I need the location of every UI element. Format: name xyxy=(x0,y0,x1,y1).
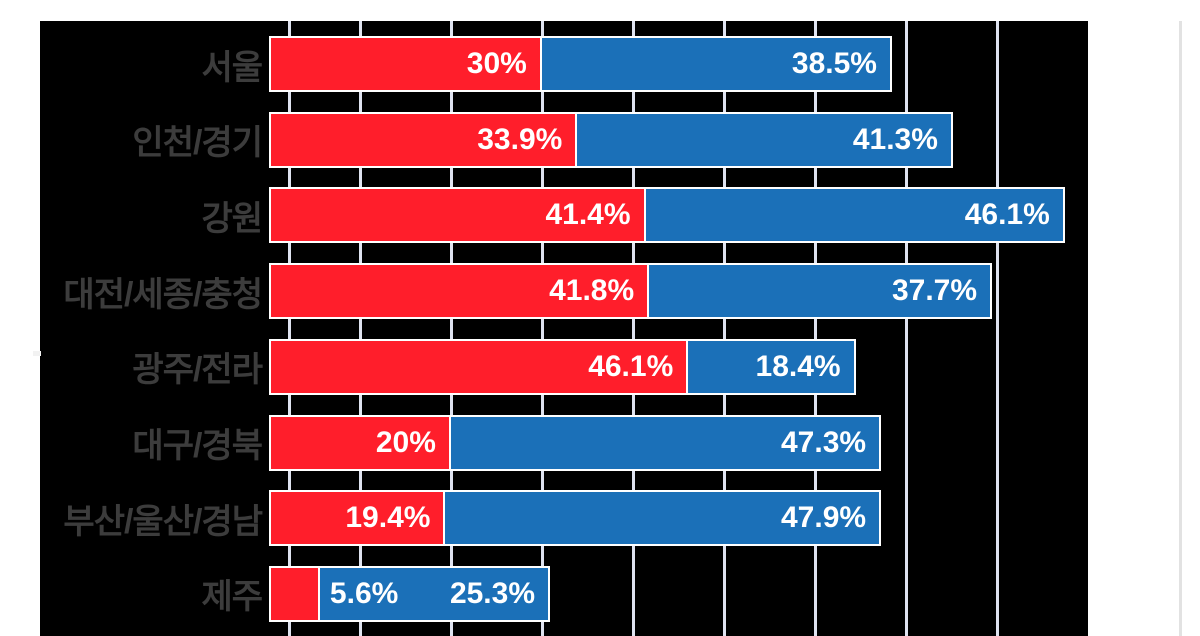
gridline xyxy=(540,21,544,636)
red-bar-segment: 41.8% xyxy=(269,263,650,320)
blue-value-label: 41.3% xyxy=(852,122,938,156)
category-label: 대구/경북 xyxy=(132,427,263,465)
red-bar-segment: 19.4% xyxy=(269,490,446,547)
blue-value-label: 47.9% xyxy=(781,501,867,535)
stacked-bar-chart: 서울 30% 38.5% 인천/경기 33.9% 41.3% 강원 41.4% 46.1% 대전/… xyxy=(40,21,1088,636)
page-edge-line xyxy=(1179,21,1182,636)
red-value-label: 46.1% xyxy=(588,349,674,383)
category-label: 서울 xyxy=(201,48,263,87)
gridline xyxy=(722,21,726,636)
gridline xyxy=(288,21,291,636)
gridline xyxy=(449,21,453,636)
red-value-label: 5.6% xyxy=(329,576,399,610)
blue-value-label: 38.5% xyxy=(791,47,877,80)
red-value-label: 41.8% xyxy=(549,274,635,308)
red-bar-segment xyxy=(269,565,320,622)
blue-bar-segment: 46.1% xyxy=(643,187,1065,244)
blue-value-label: 47.3% xyxy=(781,425,867,459)
red-value-label: 30% xyxy=(466,47,527,80)
blue-value-label: 46.1% xyxy=(964,198,1050,232)
blue-bar-segment: 18.4% xyxy=(686,338,856,395)
category-label: 강원 xyxy=(201,199,263,238)
blue-value-label: 25.3% xyxy=(449,576,536,610)
red-value-label: 41.4% xyxy=(545,198,631,232)
category-label: 광주/전라 xyxy=(132,351,263,390)
gridline xyxy=(358,21,362,636)
category-label: 대전/세종/충청 xyxy=(63,275,263,314)
red-value-label: 19.4% xyxy=(345,501,431,535)
blue-bar-segment: 38.5% xyxy=(539,36,892,92)
red-value-label: 20% xyxy=(375,425,436,459)
category-label: 부산/울산/경남 xyxy=(63,502,263,541)
blue-bar-segment: 41.3% xyxy=(575,111,953,168)
category-label: 인천/경기 xyxy=(132,124,263,163)
gridline xyxy=(631,21,635,636)
gridline xyxy=(904,21,908,636)
red-bar-segment: 20% xyxy=(269,414,451,471)
blue-bar-segment: 37.7% xyxy=(647,263,993,320)
red-value-label: 33.9% xyxy=(477,122,563,156)
blue-bar-segment: 25.3% xyxy=(317,565,551,622)
blue-bar-segment: 47.9% xyxy=(443,490,882,547)
gridline xyxy=(813,21,817,636)
red-bar-segment: 46.1% xyxy=(269,338,689,395)
red-bar-segment: 33.9% xyxy=(269,111,578,168)
blue-bar-segment: 47.3% xyxy=(448,414,882,471)
gridline xyxy=(995,21,999,636)
red-bar-segment: 41.4% xyxy=(269,187,646,244)
red-bar-segment: 30% xyxy=(269,36,542,92)
blue-value-label: 18.4% xyxy=(755,349,841,383)
left-edge-artifact xyxy=(33,351,41,356)
category-label: 제주 xyxy=(201,578,263,617)
blue-value-label: 37.7% xyxy=(891,274,978,308)
